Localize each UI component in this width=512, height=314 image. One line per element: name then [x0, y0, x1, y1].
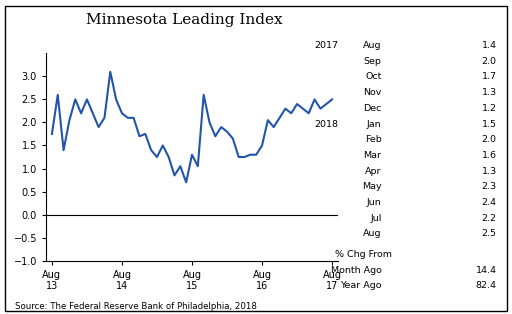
Text: Aug: Aug — [363, 230, 381, 238]
Text: Jun: Jun — [367, 198, 381, 207]
Text: Minnesota Leading Index: Minnesota Leading Index — [86, 13, 283, 27]
Text: Feb: Feb — [365, 135, 381, 144]
Text: Aug: Aug — [363, 41, 381, 50]
Text: Month Ago: Month Ago — [331, 266, 381, 274]
Text: 1.3: 1.3 — [481, 167, 497, 176]
Text: Source: The Federal Reserve Bank of Philadelphia, 2018: Source: The Federal Reserve Bank of Phil… — [15, 302, 257, 311]
Text: Year Ago: Year Ago — [340, 281, 381, 290]
Text: Mar: Mar — [364, 151, 381, 160]
Text: 1.4: 1.4 — [482, 41, 497, 50]
Text: 14.4: 14.4 — [476, 266, 497, 274]
Text: May: May — [362, 182, 381, 191]
Text: 2.4: 2.4 — [482, 198, 497, 207]
Text: Apr: Apr — [365, 167, 381, 176]
Text: 2.3: 2.3 — [481, 182, 497, 191]
Text: 1.3: 1.3 — [481, 88, 497, 97]
Text: 2018: 2018 — [314, 120, 338, 128]
Text: Oct: Oct — [365, 73, 381, 81]
Text: 82.4: 82.4 — [476, 281, 497, 290]
Text: 1.7: 1.7 — [482, 73, 497, 81]
Text: 2.5: 2.5 — [482, 230, 497, 238]
Text: 2017: 2017 — [314, 41, 338, 50]
Text: 2.0: 2.0 — [482, 135, 497, 144]
Text: Dec: Dec — [363, 104, 381, 113]
Text: Nov: Nov — [363, 88, 381, 97]
Text: Sep: Sep — [364, 57, 381, 66]
Text: 1.2: 1.2 — [482, 104, 497, 113]
Text: 2.2: 2.2 — [482, 214, 497, 223]
Text: % Chg From: % Chg From — [335, 250, 392, 259]
Text: 2.0: 2.0 — [482, 57, 497, 66]
Text: Jul: Jul — [370, 214, 381, 223]
Text: 1.6: 1.6 — [482, 151, 497, 160]
Text: 1.5: 1.5 — [482, 120, 497, 128]
Text: Jan: Jan — [367, 120, 381, 128]
